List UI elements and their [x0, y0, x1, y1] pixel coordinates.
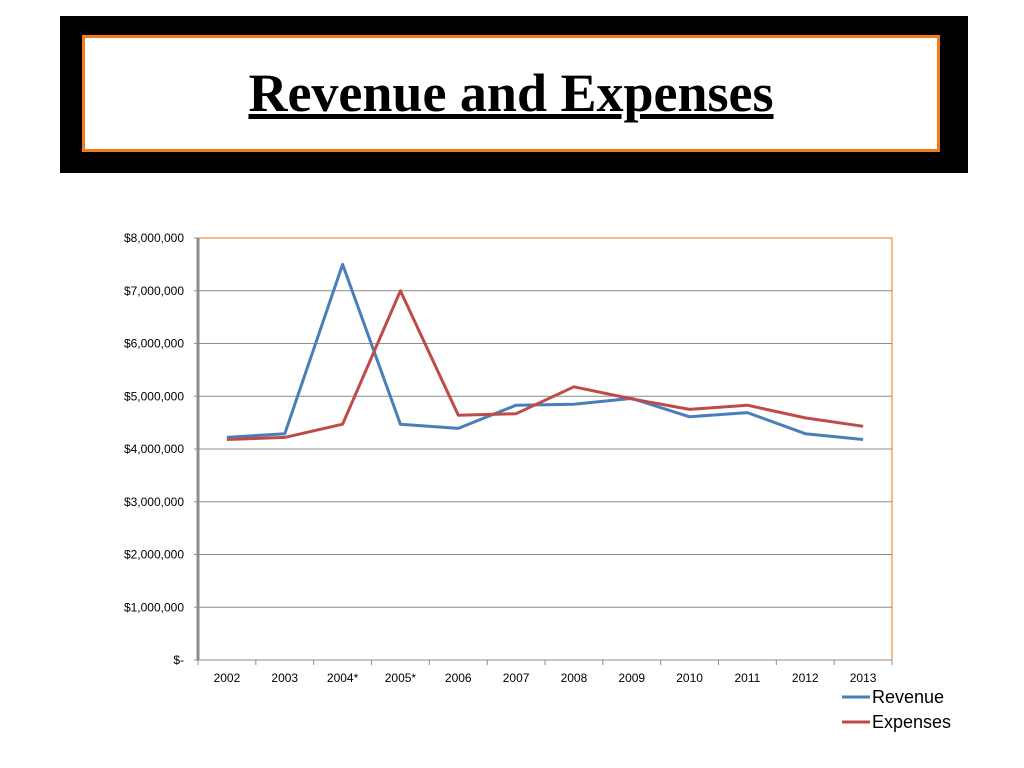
- x-tick-label: 2004*: [327, 671, 359, 685]
- y-tick-label: $3,000,000: [124, 495, 184, 509]
- y-tick-label: $4,000,000: [124, 442, 184, 456]
- x-tick-label: 2008: [561, 671, 588, 685]
- slide-title: Revenue and Expenses: [248, 63, 774, 123]
- y-tick-label: $-: [173, 653, 184, 667]
- x-tick-label: 2006: [445, 671, 472, 685]
- legend-label-revenue: Revenue: [872, 687, 944, 707]
- series-line-revenue: [226, 262, 864, 441]
- axes: $- $1,000,000 $2,000,000 $3,000,000 $4,000,0…: [124, 231, 893, 685]
- y-tick-label: $8,000,000: [124, 231, 184, 245]
- x-tick-label: 2011: [735, 671, 761, 685]
- y-tick-label: $2,000,000: [124, 548, 184, 562]
- gridlines: [198, 237, 892, 608]
- y-tick-label: $6,000,000: [124, 337, 184, 351]
- series-line-expenses: [226, 289, 864, 441]
- x-tick-label: 2005*: [385, 671, 417, 685]
- x-tick-label: 2010: [676, 671, 703, 685]
- y-tick-label: $7,000,000: [124, 284, 184, 298]
- x-tick-label: 2007: [503, 671, 530, 685]
- x-tick-label: 2003: [271, 671, 298, 685]
- legend: Revenue Expenses: [842, 687, 951, 732]
- x-tick-label: 2012: [792, 671, 819, 685]
- x-tick-label: 2009: [618, 671, 645, 685]
- y-tick-label: $1,000,000: [124, 600, 184, 614]
- x-tick-label: 2002: [214, 671, 241, 685]
- y-tick-label: $5,000,000: [124, 389, 184, 403]
- series: [226, 262, 864, 441]
- legend-label-expenses: Expenses: [872, 712, 951, 732]
- title-box: Revenue and Expenses: [82, 35, 940, 152]
- x-tick-label: 2013: [850, 671, 877, 685]
